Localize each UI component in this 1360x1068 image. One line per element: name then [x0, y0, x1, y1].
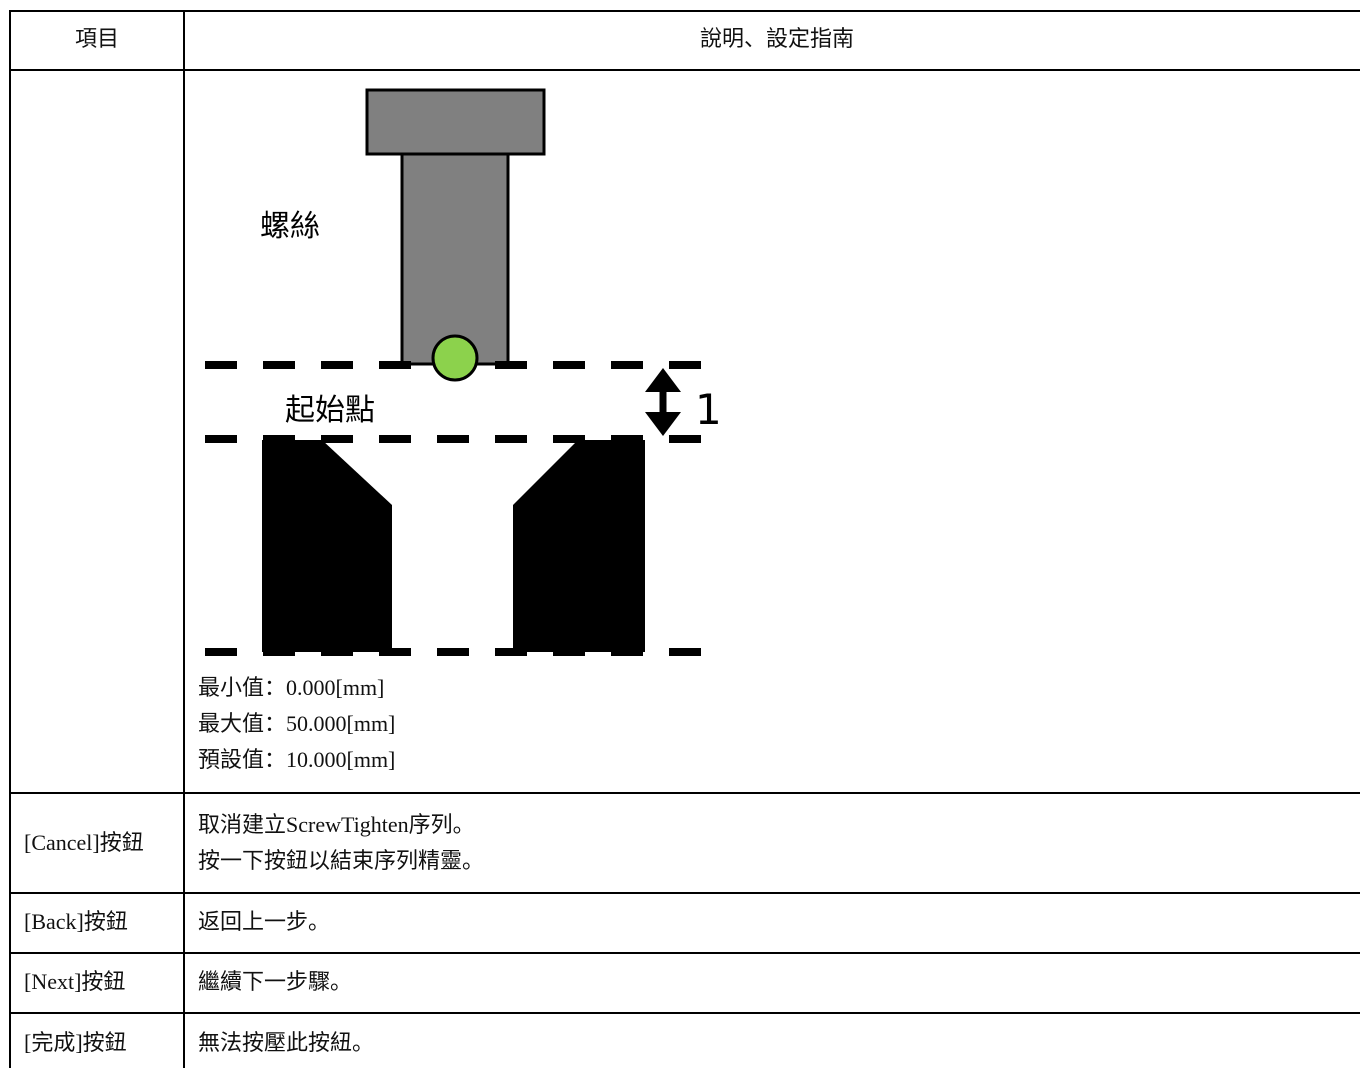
start-point — [431, 334, 479, 382]
text-line: 繼續下一步驟。 — [198, 969, 353, 994]
border — [9, 10, 11, 1068]
screw-shank — [400, 152, 510, 366]
border — [183, 10, 185, 1068]
border — [10, 892, 1360, 894]
border — [10, 952, 1360, 954]
header-item: 項目 — [74, 27, 119, 52]
range-text: 最小值：0.000[mm] — [198, 675, 385, 700]
start-label: 起始點 — [285, 393, 375, 428]
row-item: [Cancel]按鈕 — [24, 830, 144, 855]
text-line: 按一下按鈕以結束序列精靈。 — [198, 848, 485, 873]
text-line: 返回上一步。 — [198, 909, 331, 934]
workpiece — [262, 440, 392, 652]
range-text: 最大值：50.000[mm] — [198, 711, 396, 736]
workpiece — [513, 440, 645, 652]
screw-head — [365, 88, 546, 156]
text-line: 無法按壓此按紐。 — [198, 1030, 375, 1055]
diagram: 螺絲 起始點 1 — [205, 88, 722, 656]
header-description: 說明、設定指南 — [699, 27, 854, 52]
border — [10, 10, 1360, 12]
row-description: 取消建立ScrewTighten序列。 按一下按鈕以結束序列精靈。 — [198, 807, 484, 879]
border — [10, 69, 1360, 71]
row-item: [完成]按鈕 — [24, 1030, 127, 1055]
screw-label: 螺絲 — [260, 209, 320, 244]
border — [10, 1012, 1360, 1014]
distance-label: 1 — [695, 385, 722, 434]
row-item: [Next]按鈕 — [24, 969, 126, 994]
range-block: 最小值：0.000[mm] 最大值：50.000[mm] 預設值：10.000[… — [198, 670, 395, 778]
row-item: [Back]按鈕 — [24, 909, 128, 934]
border — [10, 792, 1360, 794]
range-text: 預設值：10.000[mm] — [198, 747, 396, 772]
distance-arrow — [645, 368, 681, 436]
text-line: 取消建立ScrewTighten序列。 — [198, 812, 475, 837]
